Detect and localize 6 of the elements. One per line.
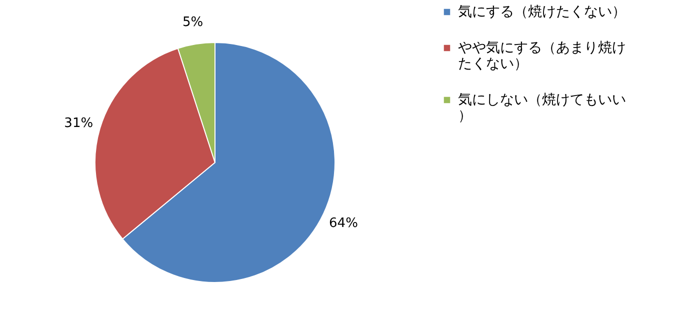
data-label: 5% [182, 15, 204, 30]
data-label: 64% [329, 216, 358, 231]
data-label: 31% [64, 116, 94, 131]
legend-label: 気にする（焼けたくない） [458, 4, 626, 20]
legend-label: 気にしない（焼けてもいい） [458, 92, 626, 124]
legend-label: やや気にする（あまり焼けたくない） [458, 40, 626, 72]
